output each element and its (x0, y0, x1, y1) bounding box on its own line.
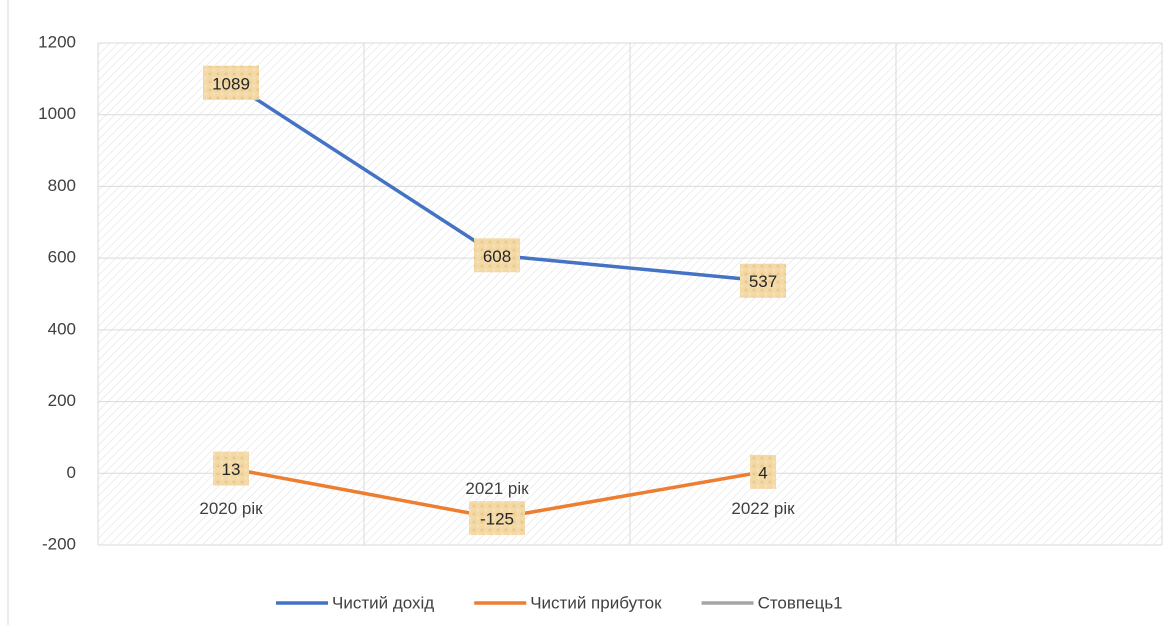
data-label: 1089 (212, 74, 250, 93)
legend-label: Чистий дохід (332, 593, 434, 612)
y-tick-label: 0 (67, 463, 76, 482)
x-tick-label: 2021 рік (465, 479, 529, 498)
y-tick-label: 200 (48, 391, 76, 410)
y-tick-label: 1000 (38, 104, 76, 123)
data-label: 608 (483, 247, 511, 266)
y-tick-label: 400 (48, 319, 76, 338)
data-label: 13 (222, 460, 241, 479)
legend-label: Чистий прибуток (530, 593, 662, 612)
y-tick-label: -200 (42, 534, 76, 553)
data-label-box (740, 263, 786, 298)
data-label-box (474, 238, 520, 273)
data-label-box (750, 454, 776, 489)
data-label-box (203, 65, 259, 100)
y-tick-label: 1200 (38, 32, 76, 51)
data-label: 537 (749, 272, 777, 291)
data-label-box (213, 451, 249, 486)
data-label: 4 (758, 463, 767, 482)
x-tick-label: 2022 рік (731, 499, 795, 518)
data-label: -125 (480, 510, 514, 529)
y-tick-label: 800 (48, 176, 76, 195)
legend-label: Стовпець1 (758, 593, 843, 612)
x-tick-label: 2020 рік (199, 499, 263, 518)
data-label-box (469, 501, 525, 536)
y-tick-label: 600 (48, 248, 76, 267)
